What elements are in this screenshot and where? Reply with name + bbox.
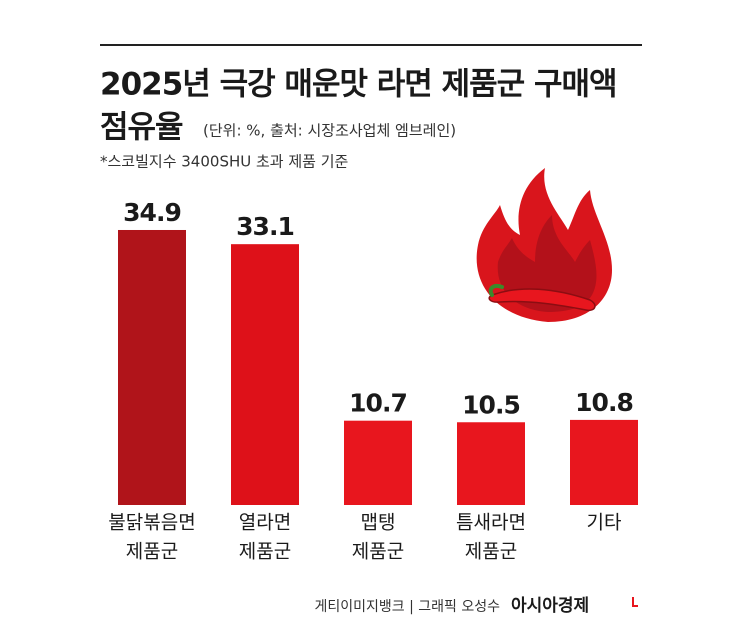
x-tick-label: 제품군: [126, 541, 178, 563]
x-tick-label: 열라면: [239, 512, 291, 534]
value-label: 10.7: [349, 389, 407, 418]
x-tick-label: 틈새라면: [456, 512, 526, 534]
bar: [457, 422, 525, 505]
chart-title: 2025년 극강 매운맛 라면 제품군 구매액: [100, 67, 617, 103]
subtitle: *스코빌지수 3400SHU 초과 제품 기준: [100, 153, 349, 171]
logo: 아시아경제: [511, 596, 589, 616]
x-tick-label: 제품군: [465, 541, 517, 563]
bar: [118, 229, 186, 505]
value-label: 10.5: [462, 390, 520, 419]
x-tick-label: 기타: [587, 512, 622, 534]
flame-icon: [476, 168, 612, 322]
x-tick-label: 제품군: [239, 541, 291, 563]
value-label: 10.8: [575, 388, 633, 417]
bar: [570, 419, 638, 505]
value-label: 34.9: [123, 198, 181, 227]
x-tick-label: 맵탱: [361, 512, 396, 534]
x-tick-label: 제품군: [352, 541, 404, 563]
chart-title: 점유율: [100, 110, 183, 146]
bar: [344, 420, 412, 505]
logo-mark: [632, 597, 638, 607]
credit: 게티이미지뱅크 | 그래픽 오성수: [314, 599, 500, 615]
bar: [231, 244, 299, 505]
x-tick-label: 불닭볶음면: [108, 512, 195, 534]
unit-note: (단위: %, 출처: 시장조사업체 엠브레인): [203, 122, 456, 140]
value-label: 33.1: [236, 212, 294, 241]
